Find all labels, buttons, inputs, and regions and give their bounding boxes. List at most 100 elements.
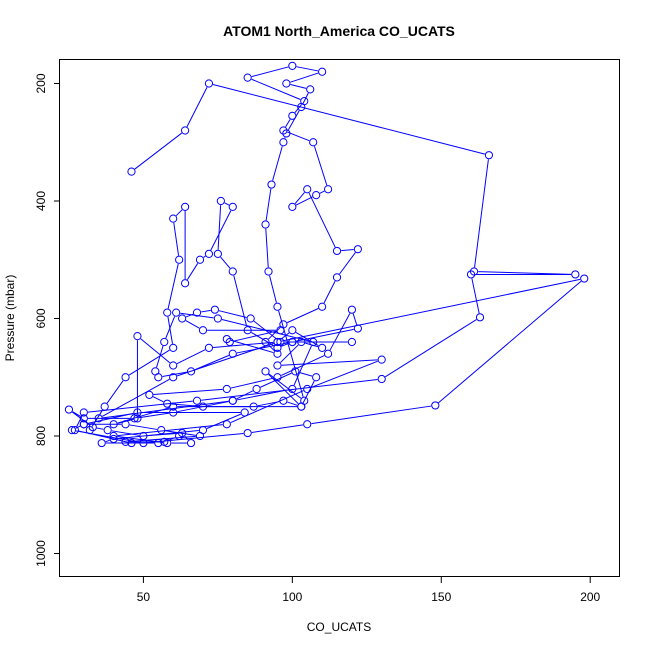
data-point: [318, 302, 327, 311]
series-segment: [290, 72, 319, 83]
data-point: [571, 270, 580, 279]
data-point: [580, 274, 589, 283]
data-point: [273, 361, 282, 370]
data-point: [169, 343, 178, 352]
series-segment: [236, 389, 289, 401]
data-point: [288, 384, 297, 394]
data-point: [70, 426, 79, 435]
series-segment: [251, 78, 301, 100]
series-segment: [105, 439, 110, 443]
series-segment: [213, 341, 274, 349]
data-point: [169, 408, 178, 417]
data-point: [273, 302, 282, 311]
data-point: [121, 373, 130, 382]
data-point: [309, 138, 318, 147]
x-axis-label: CO_UCATS: [307, 620, 371, 634]
series-segment: [72, 411, 81, 417]
data-point: [79, 408, 88, 417]
series-segment: [329, 313, 351, 351]
data-point: [332, 246, 342, 256]
series-segment: [384, 319, 477, 378]
data-point: [249, 402, 258, 411]
data-point: [240, 408, 249, 417]
data-point: [228, 202, 237, 211]
series-segment: [281, 278, 581, 342]
data-point: [154, 373, 163, 382]
series-segment: [180, 312, 214, 319]
series-segment: [299, 372, 313, 377]
data-point: [121, 420, 130, 429]
data-point: [157, 426, 166, 435]
data-point: [79, 420, 88, 429]
data-point: [252, 384, 261, 394]
series-segment: [268, 326, 281, 340]
data-point: [178, 428, 187, 438]
data-point: [300, 97, 309, 106]
data-point: [169, 373, 178, 382]
data-point: [377, 355, 386, 364]
series-segment: [201, 309, 211, 313]
series-segment: [111, 430, 140, 436]
data-point: [222, 420, 231, 429]
data-point: [181, 126, 190, 135]
series-segment: [134, 132, 183, 170]
series-segment: [339, 252, 356, 275]
series-segment: [140, 338, 171, 364]
series-segment: [272, 146, 283, 181]
series-segment: [128, 349, 170, 376]
data-point: [186, 438, 196, 448]
series-segment: [75, 425, 81, 429]
data-point: [192, 308, 202, 317]
data-point: [198, 326, 208, 335]
data-point: [192, 396, 202, 405]
series-segment: [167, 263, 179, 309]
data-point: [318, 67, 327, 76]
data-point: [288, 326, 297, 335]
series-segment: [294, 192, 305, 204]
x-tick-label: 50: [137, 590, 151, 604]
data-point: [228, 349, 237, 358]
data-point: [225, 337, 234, 347]
data-point: [243, 326, 252, 335]
series-segment: [230, 377, 274, 389]
series-segment: [290, 84, 307, 89]
data-point: [246, 314, 255, 323]
data-point: [160, 437, 169, 446]
series-segment: [117, 424, 223, 437]
data-point: [204, 79, 214, 88]
data-point: [312, 373, 321, 382]
series-points: [64, 61, 589, 448]
data-point: [332, 273, 342, 282]
series-segment: [265, 228, 269, 268]
series-segment: [153, 388, 223, 396]
data-point: [353, 245, 362, 254]
data-point: [85, 426, 94, 435]
data-point: [300, 396, 309, 405]
data-point: [312, 191, 321, 200]
data-point: [282, 79, 291, 88]
y-axis-label: Pressure (mbar): [3, 275, 17, 362]
y-axis: 200 400 600 800 1000: [34, 73, 60, 567]
series-segment: [176, 349, 206, 365]
data-point: [145, 390, 154, 399]
data-point: [216, 196, 225, 206]
data-point: [261, 337, 270, 347]
series-segment: [268, 344, 275, 352]
data-point: [169, 214, 178, 223]
series-segment: [203, 255, 206, 258]
series-segment: [478, 271, 572, 275]
data-point: [273, 343, 282, 352]
series-segment: [230, 390, 304, 424]
series-segment: [269, 275, 277, 303]
data-point: [210, 305, 219, 314]
data-point: [347, 305, 357, 314]
data-point: [318, 343, 327, 352]
series-segment: [177, 401, 229, 413]
x-tick-label: 200: [580, 590, 600, 604]
data-point: [291, 367, 300, 376]
data-point: [175, 255, 184, 264]
series-segment: [313, 146, 328, 186]
y-tick-label: 1000: [34, 540, 48, 567]
data-point: [276, 326, 285, 335]
